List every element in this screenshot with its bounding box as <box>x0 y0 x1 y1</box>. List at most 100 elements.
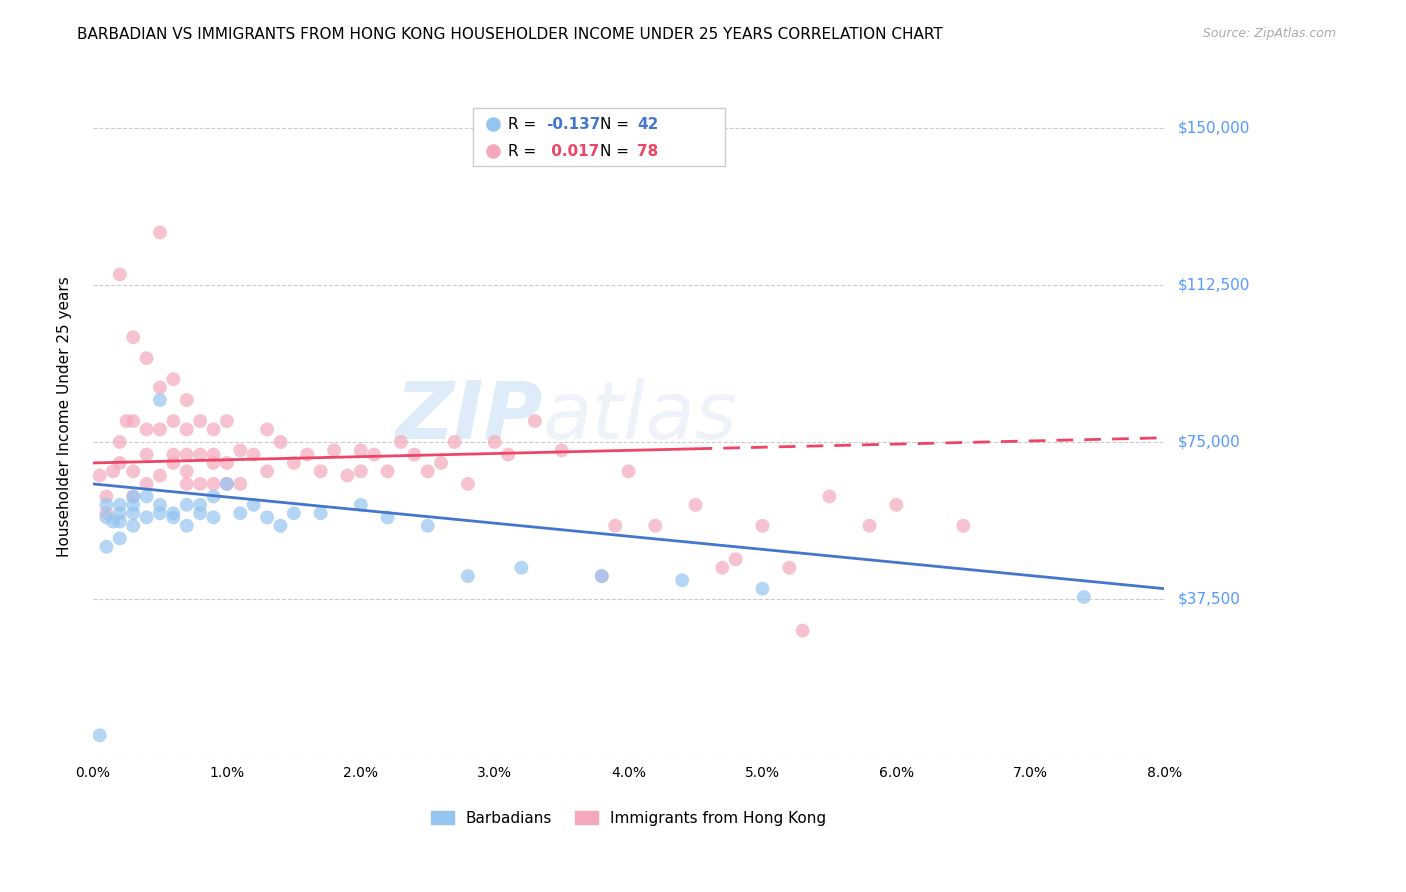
Text: 78: 78 <box>637 144 658 159</box>
Point <box>96 490 118 504</box>
Point <box>751 518 773 533</box>
Point <box>188 448 211 462</box>
Point <box>202 456 225 470</box>
Point <box>818 490 841 504</box>
Point <box>416 518 439 533</box>
Point <box>283 506 305 520</box>
Point <box>108 532 131 546</box>
Y-axis label: Householder Income Under 25 years: Householder Income Under 25 years <box>58 277 72 558</box>
Point <box>149 506 172 520</box>
Point <box>162 448 184 462</box>
Point <box>323 443 346 458</box>
Point <box>215 476 238 491</box>
Point <box>202 490 225 504</box>
Point <box>404 448 426 462</box>
Point <box>336 468 359 483</box>
Text: $37,500: $37,500 <box>1178 591 1241 607</box>
Point <box>96 510 118 524</box>
Point <box>256 422 278 436</box>
Point <box>135 490 157 504</box>
Point <box>591 569 613 583</box>
Point <box>617 464 640 478</box>
Point <box>108 506 131 520</box>
Point <box>430 456 453 470</box>
Point <box>229 443 252 458</box>
Point <box>135 351 157 366</box>
Point <box>89 728 111 742</box>
Text: 0.017: 0.017 <box>546 144 599 159</box>
Point <box>377 464 399 478</box>
Point <box>149 422 172 436</box>
Point <box>122 498 145 512</box>
Point <box>416 464 439 478</box>
Point <box>309 506 332 520</box>
Point <box>176 422 198 436</box>
Point <box>101 515 124 529</box>
Point <box>350 464 373 478</box>
Text: atlas: atlas <box>543 378 738 456</box>
Point <box>122 506 145 520</box>
Point <box>778 560 800 574</box>
Legend: Barbadians, Immigrants from Hong Kong: Barbadians, Immigrants from Hong Kong <box>425 805 832 832</box>
Point <box>309 464 332 478</box>
Text: 42: 42 <box>637 117 658 132</box>
Point <box>89 468 111 483</box>
Point <box>671 574 693 588</box>
Point <box>389 435 412 450</box>
Point <box>188 498 211 512</box>
Point <box>122 330 145 344</box>
Point <box>256 510 278 524</box>
Point <box>122 414 145 428</box>
Text: R =: R = <box>508 144 541 159</box>
Point <box>135 422 157 436</box>
Point <box>162 456 184 470</box>
Point <box>202 422 225 436</box>
Point <box>215 414 238 428</box>
Point <box>149 380 172 394</box>
Point <box>96 498 118 512</box>
Text: N =: N = <box>599 117 634 132</box>
Point <box>523 414 546 428</box>
Point <box>350 443 373 458</box>
Point <box>176 518 198 533</box>
Point <box>162 372 184 386</box>
Point <box>149 393 172 408</box>
Point <box>108 456 131 470</box>
Point <box>297 448 319 462</box>
Point <box>242 498 264 512</box>
Point <box>122 464 145 478</box>
Point <box>363 448 385 462</box>
Point <box>685 498 707 512</box>
Point <box>751 582 773 596</box>
Text: $75,000: $75,000 <box>1178 434 1240 450</box>
Point <box>496 448 519 462</box>
Text: $112,500: $112,500 <box>1178 277 1250 293</box>
Text: N =: N = <box>599 144 634 159</box>
Point <box>162 414 184 428</box>
Point <box>242 448 264 462</box>
Point <box>484 435 506 450</box>
Text: ZIP: ZIP <box>395 378 543 456</box>
Point <box>591 569 613 583</box>
Point <box>644 518 666 533</box>
FancyBboxPatch shape <box>474 108 725 166</box>
Point <box>101 464 124 478</box>
Point <box>115 414 138 428</box>
Point <box>108 515 131 529</box>
Point <box>952 518 974 533</box>
Point <box>176 448 198 462</box>
Point <box>711 560 734 574</box>
Point <box>858 518 880 533</box>
Point <box>135 448 157 462</box>
Point <box>122 490 145 504</box>
Point <box>510 560 533 574</box>
Point <box>135 476 157 491</box>
Point <box>792 624 814 638</box>
Point <box>229 476 252 491</box>
Point <box>149 226 172 240</box>
Point <box>202 448 225 462</box>
Point <box>176 498 198 512</box>
Point <box>135 510 157 524</box>
Point <box>108 435 131 450</box>
Point <box>256 464 278 478</box>
